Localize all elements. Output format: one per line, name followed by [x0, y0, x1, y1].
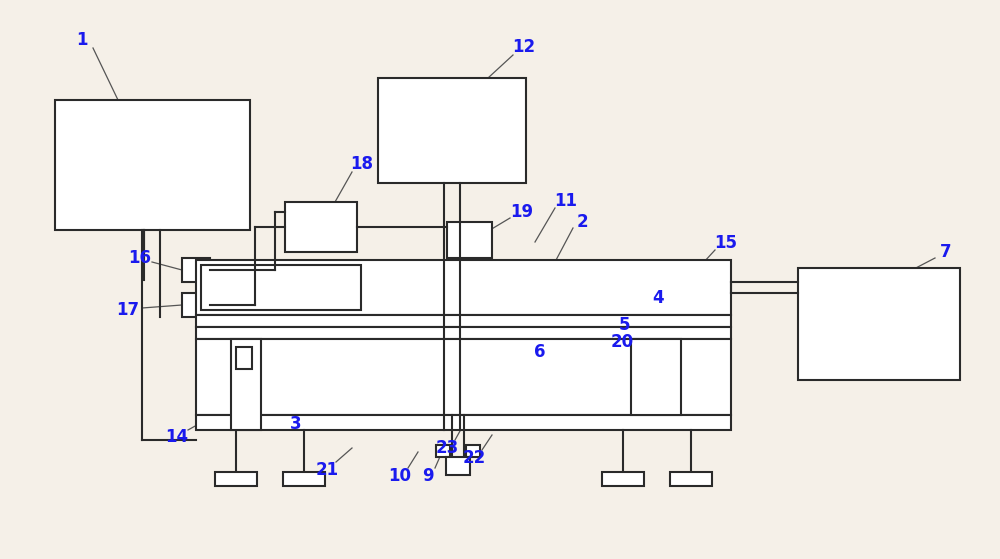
Text: 4: 4	[652, 289, 664, 307]
Text: 14: 14	[165, 428, 189, 446]
Bar	[196, 315, 731, 327]
Bar	[196, 327, 731, 339]
Bar	[236, 347, 252, 369]
Text: 1: 1	[76, 31, 88, 49]
Bar	[231, 339, 261, 430]
Bar	[798, 268, 960, 380]
Text: 5: 5	[618, 316, 630, 334]
Text: 22: 22	[462, 449, 486, 467]
Bar	[447, 222, 492, 258]
Text: 3: 3	[290, 415, 302, 433]
Text: 9: 9	[422, 467, 434, 485]
Text: 12: 12	[512, 38, 536, 56]
Text: 6: 6	[534, 343, 546, 361]
Bar	[196, 339, 731, 415]
Bar	[670, 472, 712, 486]
Bar	[446, 457, 470, 475]
Text: 2: 2	[576, 213, 588, 231]
Bar	[201, 265, 361, 310]
Bar	[436, 445, 450, 457]
Text: 21: 21	[315, 461, 339, 479]
Bar	[182, 258, 210, 282]
Bar	[196, 415, 731, 430]
Bar	[466, 445, 480, 457]
Bar	[285, 202, 357, 252]
Text: 10: 10	[388, 467, 412, 485]
Bar	[378, 78, 526, 183]
Text: 7: 7	[940, 243, 952, 261]
Text: 19: 19	[510, 203, 534, 221]
Bar	[631, 339, 681, 415]
Bar	[215, 472, 257, 486]
Text: 16: 16	[128, 249, 152, 267]
Bar	[283, 472, 325, 486]
Text: 11: 11	[554, 192, 578, 210]
Bar	[602, 472, 644, 486]
Bar	[55, 100, 250, 230]
Bar	[196, 260, 731, 315]
Text: 20: 20	[610, 333, 634, 351]
Text: 23: 23	[435, 439, 459, 457]
Text: 15: 15	[714, 234, 738, 252]
Text: 17: 17	[116, 301, 140, 319]
Text: 18: 18	[351, 155, 374, 173]
Bar	[182, 293, 210, 317]
